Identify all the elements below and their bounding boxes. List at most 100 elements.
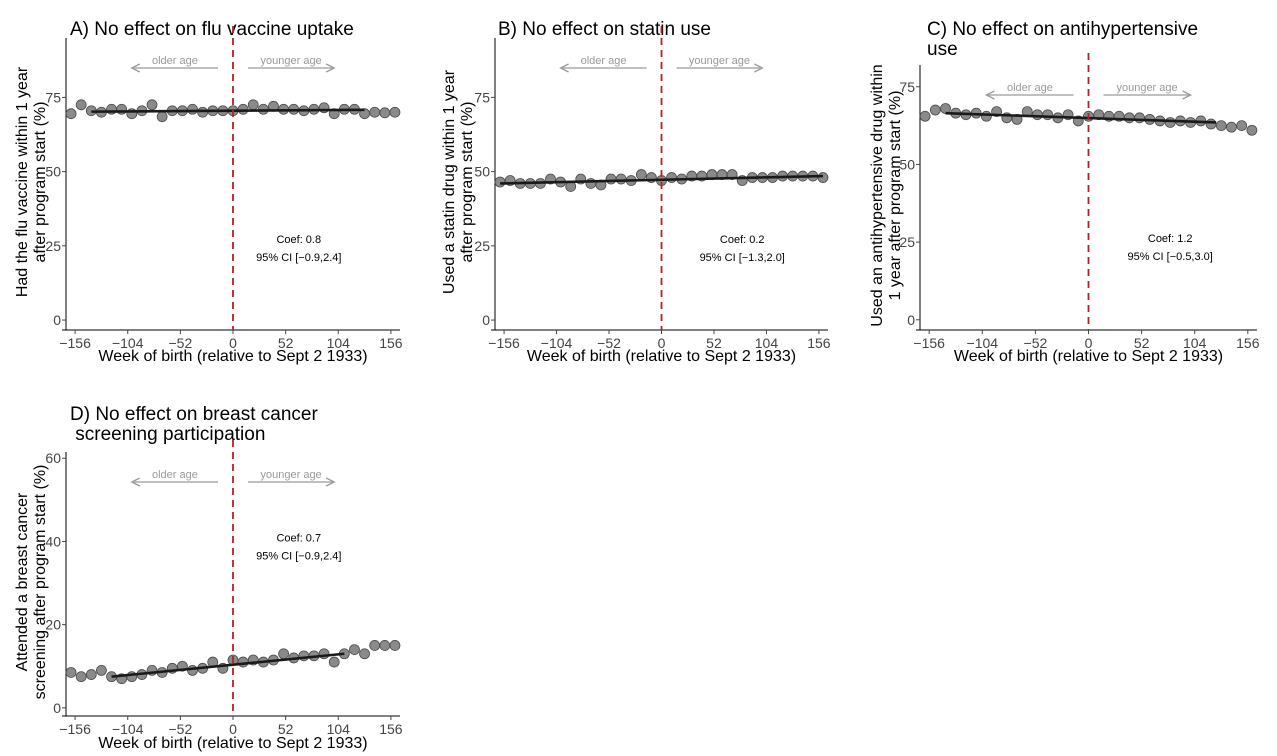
x-tick-label: 52 [278,335,294,351]
x-tick-label: 104 [1183,335,1207,351]
panel-b: B) No effect on statin use −156 −104 −52 0 52… [441,19,831,365]
data-point [666,172,677,183]
data-point [359,648,370,660]
data-point [605,173,617,185]
y-tick-label: 50 [474,164,490,180]
y-tick-label: 0 [53,700,61,716]
y-tick-label: 75 [474,89,490,105]
panel-title-line: A) No effect on flu vaccine uptake [70,19,354,40]
panel-c: C) No effect on antihypertensive use −156 −… [869,19,1260,365]
x-tick-label: 0 [658,335,666,351]
data-point [247,99,259,111]
fit-line [945,111,1217,124]
panel-a: A) No effect on flu vaccine uptake −156 −1… [14,19,403,365]
younger-age-label: younger age [689,55,750,67]
x-tick-label: −52 [168,721,192,737]
y-tick-label: 25 [474,238,490,254]
data-point [349,644,360,655]
x-tick-label: 0 [1085,335,1093,351]
y-axis-label-line: after program start (%) [459,102,476,263]
x-tick-label: 52 [706,335,722,351]
data-point [635,169,647,180]
x-tick-label: 156 [807,335,831,351]
arrow-head-left [130,477,141,487]
x-axis-label: Week of birth (relative to Sept 2 1933) [954,348,1223,365]
data-point [1164,117,1176,128]
data-point [75,671,87,683]
panel-title-line: B) No effect on statin use [498,19,711,40]
data-point [156,111,168,123]
coef-label: Coef: 0.7 [276,532,321,544]
younger-age-label: younger age [1116,82,1177,94]
y-tick-label: 20 [45,617,61,633]
ci-label: 95% CI [−0.5,3.0] [1128,251,1213,263]
panel-d: D) No effect on breast cancer screening … [14,404,403,752]
x-axis-label: Week of birth (relative to Sept 2 1933) [98,348,367,365]
y-axis-label-line: screening after program start (%) [32,465,49,700]
arrow-head-right [754,63,764,73]
data-point [278,648,290,660]
data-point [817,172,829,183]
y-axis-label: Used an antihypertensive drug within1 ye… [869,64,904,326]
x-tick-label: 156 [379,721,403,737]
x-tick-label: 156 [379,335,403,351]
data-point [1246,124,1258,136]
data-point [369,640,381,651]
data-point [65,667,77,678]
data-point [328,656,340,668]
data-point [389,640,401,651]
x-tick-label: 0 [229,335,237,351]
y-axis-label-line: 1 year after program start (%) [887,91,904,301]
older-age-label: older age [152,55,198,67]
younger-age-label: younger age [261,469,322,481]
x-tick-label: −156 [488,335,520,351]
panel-title-line: D) No effect on breast cancer [70,404,318,425]
x-tick-label: 52 [278,721,294,737]
data-point [585,178,597,189]
data-point [1226,121,1237,133]
x-tick-label: −156 [59,335,91,351]
y-axis-label-line: Had the flu vaccine within 1 year [14,66,31,297]
x-tick-label: 156 [1236,335,1260,351]
data-point [379,640,391,651]
older-age-label: older age [1007,82,1053,94]
arrow-head-right [325,477,336,487]
data-point [1134,112,1145,124]
x-tick-label: −104 [112,721,144,737]
arrow-head-right [1182,90,1193,100]
x-axis-label: Week of birth (relative to Sept 2 1933) [527,348,796,365]
data-point [615,173,627,185]
arrow-head-left [130,63,141,73]
data-point [389,106,401,118]
x-tick-label: −52 [597,335,621,351]
ci-label: 95% CI [−0.9,2.4] [256,252,341,264]
data-point [237,103,249,115]
y-tick-label: 0 [53,312,61,328]
older-age-label: older age [152,469,198,481]
y-axis-label-line: Used a statin drug within 1 year [441,69,458,294]
data-point [1205,118,1217,130]
data-point [1042,109,1054,121]
x-tick-label: 104 [327,721,351,737]
x-tick-label: −156 [913,335,945,351]
panel-title: C) No effect on antihypertensive use [927,19,1198,60]
data-point [379,107,391,119]
data-point [187,103,198,115]
ci-label: 95% CI [−0.9,2.4] [256,550,341,562]
ci-label: 95% CI [−1.3,2.0] [700,252,785,264]
y-tick-label: 0 [907,312,915,328]
data-point [980,110,992,122]
y-axis-label-line: after program start (%) [32,102,49,263]
data-point [1215,120,1227,131]
data-point [187,665,198,676]
data-point [1123,112,1135,124]
older-age-label: older age [581,55,627,67]
data-point [1032,109,1043,121]
data-point [1236,120,1248,131]
y-axis-label: Attended a breast cancerscreening after … [14,465,49,700]
panel-title: B) No effect on statin use [498,19,711,40]
arrow-head-left [559,63,569,73]
younger-age-label: younger age [261,55,322,67]
data-point [146,99,158,111]
